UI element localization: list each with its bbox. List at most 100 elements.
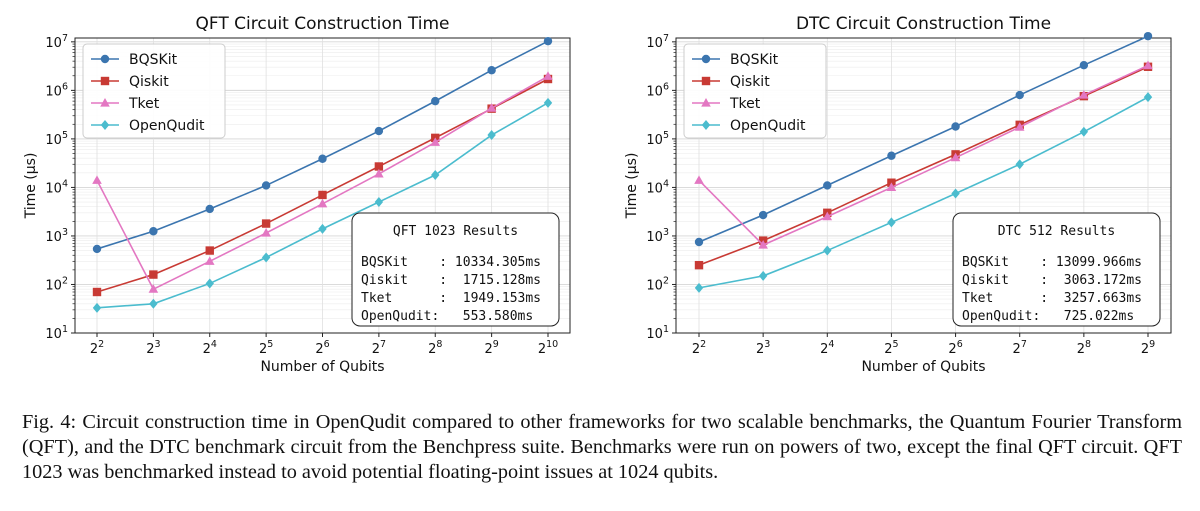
data-point (1015, 159, 1024, 170)
y-tick-base: 10 (646, 327, 663, 342)
y-tick-exponent: 4 (663, 178, 669, 189)
x-tick-base: 2 (884, 342, 892, 357)
x-tick-base: 2 (756, 342, 764, 357)
data-point (543, 71, 553, 80)
legend-box (82, 43, 226, 139)
results-box-row: Qiskit : 3063.172ms (962, 273, 1142, 288)
x-tick-exponent: 4 (211, 339, 217, 350)
results-box-title: DTC 512 Results (998, 224, 1115, 239)
data-point (92, 302, 102, 313)
x-tick-label: 26 (315, 339, 329, 357)
results-box-row: Tket : 3257.663ms (962, 291, 1142, 306)
y-tick-label: 107 (45, 33, 68, 51)
y-tick-base: 10 (646, 133, 663, 148)
x-tick-base: 2 (315, 342, 323, 357)
results-box-row: Tket : 1949.153ms (361, 291, 541, 306)
x-tick-label: 24 (203, 339, 217, 357)
legend-swatch-marker (100, 120, 110, 130)
y-tick-label: 103 (646, 227, 669, 245)
x-tick-base: 2 (820, 342, 828, 357)
data-point (1143, 31, 1153, 41)
results-box-row: OpenQudit: 553.580ms (361, 309, 533, 324)
x-tick-label: 24 (820, 339, 834, 357)
y-tick-label: 102 (45, 275, 68, 293)
x-tick-exponent: 7 (380, 339, 386, 350)
results-box-row: BQSKit : 10334.305ms (361, 255, 541, 270)
data-point (694, 175, 704, 184)
x-tick-label: 22 (692, 339, 706, 357)
series-tket (92, 71, 553, 293)
data-point (261, 228, 271, 237)
data-point (950, 152, 961, 162)
y-tick-base: 10 (646, 230, 663, 245)
data-point (694, 282, 704, 293)
y-tick-exponent: 4 (62, 178, 68, 189)
x-tick-base: 2 (538, 342, 546, 357)
data-point (951, 122, 960, 131)
figure: QFT Circuit Construction Time10110210310… (23, 14, 1172, 375)
data-point (758, 240, 768, 249)
data-point (1079, 61, 1089, 70)
data-point (149, 270, 158, 279)
y-tick-base: 10 (45, 230, 62, 245)
series-tket (694, 60, 1153, 249)
data-point (431, 170, 440, 181)
data-point (487, 66, 496, 75)
y-tick-exponent: 6 (62, 81, 68, 92)
series-line (698, 96, 1149, 289)
y-axis-label: Time (μs) (23, 153, 39, 220)
figure-caption: Fig. 4: Circuit construction time in Ope… (22, 411, 1182, 483)
data-point (543, 97, 553, 108)
y-tick-exponent: 5 (62, 130, 68, 141)
x-tick-label: 22 (90, 339, 104, 357)
chart-title: DTC Circuit Construction Time (796, 14, 1051, 34)
legend-label: Tket (128, 96, 160, 112)
series-line (698, 64, 1149, 246)
chart-title: QFT Circuit Construction Time (195, 14, 449, 34)
data-point (92, 244, 102, 254)
data-point (148, 284, 159, 293)
y-tick-base: 10 (45, 133, 62, 148)
data-point (822, 211, 833, 221)
data-point (204, 256, 215, 265)
legend-swatch-marker (701, 54, 711, 64)
x-tick-label: 23 (756, 339, 770, 357)
y-tick-base: 10 (646, 278, 663, 293)
data-point (374, 168, 384, 178)
data-point (149, 227, 158, 236)
data-point (261, 219, 271, 228)
y-tick-exponent: 2 (62, 275, 68, 286)
x-tick-base: 2 (1077, 342, 1085, 357)
y-tick-label: 101 (646, 324, 669, 342)
data-point (694, 237, 704, 247)
data-point (205, 278, 214, 289)
data-point (317, 198, 328, 208)
series-bqskit (694, 31, 1153, 247)
legend-label: BQSKit (730, 52, 779, 68)
y-axis-label: Time (μs) (624, 153, 640, 220)
x-tick-base: 2 (1013, 342, 1021, 357)
legend-swatch-marker (701, 120, 711, 130)
legend: BQSKit Qiskit Tket OpenQudit (82, 43, 226, 139)
x-tick-base: 2 (1141, 342, 1149, 357)
data-point (1143, 92, 1153, 103)
data-point (887, 151, 896, 160)
data-point (431, 96, 440, 106)
results-box: QFT 1023 Results BQSKit : 10334.305ms Qisk… (351, 212, 560, 327)
x-tick-base: 2 (484, 342, 492, 357)
x-axis-label: Number of Qubits (260, 359, 384, 375)
legend-label: Tket (729, 96, 761, 112)
results-box-frame (351, 212, 560, 327)
series-bqskit (92, 36, 553, 254)
data-point (261, 181, 271, 190)
x-tick-label: 28 (428, 339, 442, 357)
y-tick-base: 10 (646, 36, 663, 51)
x-tick-exponent: 2 (700, 339, 706, 350)
legend-label: Qiskit (730, 74, 770, 90)
y-tick-label: 102 (646, 275, 669, 293)
x-tick-exponent: 8 (1085, 339, 1091, 350)
data-point (205, 204, 214, 214)
x-axis-label: Number of Qubits (861, 359, 985, 375)
x-tick-base: 2 (372, 342, 380, 357)
data-point (1143, 60, 1153, 70)
